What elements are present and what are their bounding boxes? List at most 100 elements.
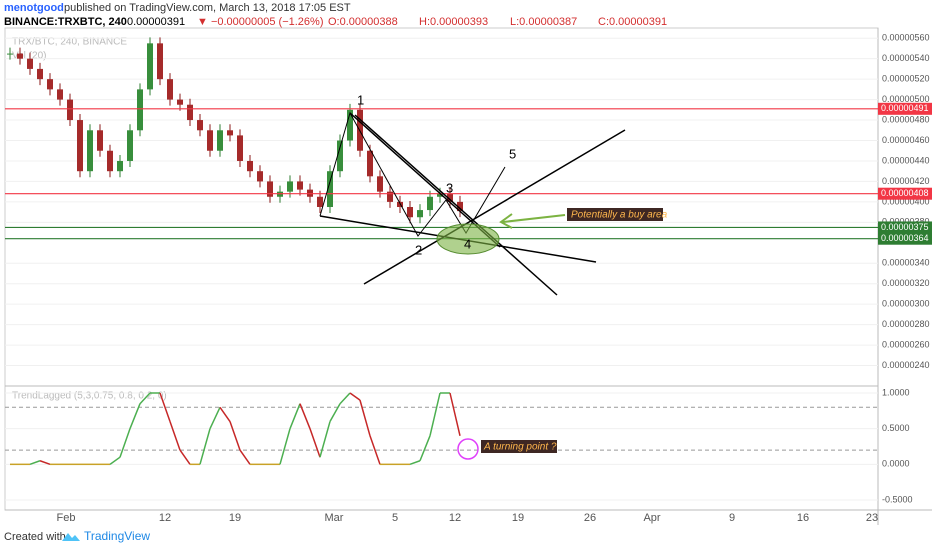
candle: [407, 207, 413, 218]
candle: [207, 130, 213, 151]
wave-label: 5: [509, 146, 516, 161]
level-label-box: [878, 232, 932, 245]
price-tick-label: 0.00000340: [882, 258, 930, 268]
last-price: 0.00000391: [127, 16, 185, 28]
legend-indicator: TrendLagged (5,3,0.75, 0.8, 0.2, 0): [12, 391, 167, 402]
indicator-segment: [129, 403, 141, 429]
indicator-segment: [349, 392, 361, 401]
candle: [377, 176, 383, 192]
candle: [197, 120, 203, 131]
time-label: 19: [512, 512, 524, 524]
price-tick-label: 0.00000300: [882, 299, 930, 309]
candle: [177, 99, 183, 105]
time-label: 12: [449, 512, 461, 524]
price-tick-label: 0.00000420: [882, 176, 930, 186]
indicator-segment: [159, 392, 171, 422]
candle: [267, 181, 273, 197]
candle: [47, 79, 53, 90]
wave-label: 3: [446, 180, 453, 195]
price-tick-label: 0.00000320: [882, 278, 930, 288]
candle: [437, 193, 443, 197]
indicator-segment: [169, 421, 181, 451]
candle: [457, 201, 463, 212]
high: H:0.00000393: [419, 16, 488, 28]
indicator-segment: [239, 449, 251, 465]
time-label: 16: [797, 512, 809, 524]
candle: [227, 130, 233, 136]
indicator-segment: [139, 392, 151, 405]
indicator-segment: [319, 421, 331, 458]
logo: [62, 533, 80, 541]
candle: [127, 130, 133, 161]
time-label: 23: [866, 512, 878, 524]
price-tick-label: 0.00000280: [882, 319, 930, 329]
change: ▼ −0.00000005 (−1.26%): [197, 16, 323, 28]
time-label: Mar: [325, 512, 344, 524]
level-label-box: [878, 187, 932, 200]
indicator-segment: [329, 403, 341, 422]
candle: [87, 130, 93, 172]
price-tick-label: 0.00000500: [882, 94, 930, 104]
candle: [187, 104, 193, 121]
candle: [77, 120, 83, 172]
price-tick-label: 0.00000400: [882, 196, 930, 206]
indicator-tick-label: 1.0000: [882, 387, 910, 397]
time-label: 12: [159, 512, 171, 524]
indicator-segment: [179, 449, 191, 465]
symbol: BINANCE:TRXBTC, 240: [4, 16, 127, 28]
indicator-segment: [289, 403, 301, 429]
candle: [367, 150, 373, 177]
brand[interactable]: TradingView: [84, 529, 150, 543]
trendline: [354, 114, 558, 296]
published: published on TradingView.com, March 13, …: [64, 2, 351, 14]
price-tick-label: 0.00000560: [882, 33, 930, 43]
indicator-segment: [429, 392, 441, 436]
trendline: [363, 129, 626, 285]
candle: [137, 89, 143, 131]
candle: [257, 171, 263, 182]
candle: [157, 43, 163, 80]
close: C:0.00000391: [598, 16, 667, 28]
candle: [337, 140, 343, 172]
price-tick-label: 0.00000440: [882, 155, 930, 165]
candle: [297, 181, 303, 190]
candle: [37, 68, 43, 80]
time-label: 26: [584, 512, 596, 524]
legend-main: TRX/BTC, 240, BINANCE: [12, 37, 127, 48]
indicator-tick-label: -0.5000: [882, 494, 913, 504]
buy-zone: [436, 223, 500, 255]
indicator-segment: [39, 460, 51, 466]
candle: [217, 130, 223, 151]
price-tick-label: 0.00000240: [882, 360, 930, 370]
time-label: Feb: [57, 512, 76, 524]
indicator-segment: [209, 406, 221, 429]
candle: [237, 135, 243, 161]
candle: [147, 43, 153, 90]
footer-text: Created with: [4, 531, 66, 543]
callout: [481, 440, 557, 453]
level-label: 0.00000491: [881, 103, 929, 113]
arrow: [502, 214, 566, 223]
candle: [107, 150, 113, 172]
candle: [17, 53, 23, 59]
wave-label: 4: [464, 236, 471, 251]
price-tick-label: 0.00000460: [882, 135, 930, 145]
candle: [97, 130, 103, 151]
candle: [117, 160, 123, 172]
callout-text: Potentially a buy area: [571, 210, 668, 221]
indicator-segment: [279, 428, 291, 465]
candle: [347, 109, 353, 141]
indicator-segment: [219, 406, 231, 422]
time-label: Apr: [643, 512, 660, 524]
candle: [287, 181, 293, 192]
indicator-segment: [199, 428, 211, 465]
candle: [57, 89, 63, 100]
candle: [247, 160, 253, 172]
price-tick-label: 0.00000480: [882, 114, 930, 124]
candle: [327, 171, 333, 207]
candle: [27, 58, 33, 69]
time-label: 5: [392, 512, 398, 524]
author[interactable]: menotgood: [4, 2, 64, 14]
low: L:0.00000387: [510, 16, 577, 28]
